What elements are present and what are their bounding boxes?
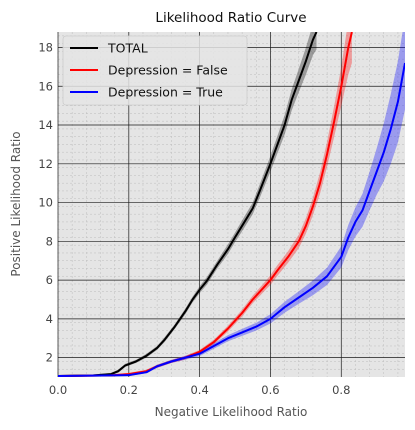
y-tick-label: 2 xyxy=(46,351,53,365)
x-axis-label: Negative Likelihood Ratio xyxy=(155,405,308,419)
y-axis-ticks: 2 4 6 8 10 12 14 16 18 xyxy=(38,41,53,365)
legend-label-0: TOTAL xyxy=(107,41,148,56)
y-tick-label: 4 xyxy=(46,312,53,326)
y-tick-label: 16 xyxy=(38,79,53,93)
y-tick-label: 10 xyxy=(38,196,53,210)
y-tick-label: 8 xyxy=(46,234,53,248)
confidence-band-2 xyxy=(58,32,405,377)
y-tick-label: 18 xyxy=(38,41,53,55)
legend-box xyxy=(62,35,248,106)
series-line-2 xyxy=(58,62,405,377)
legend: TOTAL Depression = False Depression = True xyxy=(62,35,248,106)
x-tick-label: 0.2 xyxy=(120,383,138,397)
chart-title: Likelihood Ratio Curve xyxy=(155,10,306,26)
x-tick-label: 0.4 xyxy=(190,383,208,397)
legend-label-1: Depression = False xyxy=(108,63,228,78)
legend-label-2: Depression = True xyxy=(108,85,223,100)
series-lines xyxy=(58,32,405,377)
y-tick-label: 14 xyxy=(38,118,53,132)
series-line-0 xyxy=(58,32,318,377)
y-tick-label: 6 xyxy=(46,273,53,287)
x-tick-label: 0.8 xyxy=(332,383,350,397)
x-axis-ticks: 0.0 0.2 0.4 0.6 0.8 xyxy=(49,383,351,397)
y-tick-label: 12 xyxy=(38,157,53,171)
x-tick-label: 0.6 xyxy=(261,383,279,397)
y-axis-label: Positive Likelihood Ratio xyxy=(9,131,23,276)
x-tick-label: 0.0 xyxy=(49,383,67,397)
